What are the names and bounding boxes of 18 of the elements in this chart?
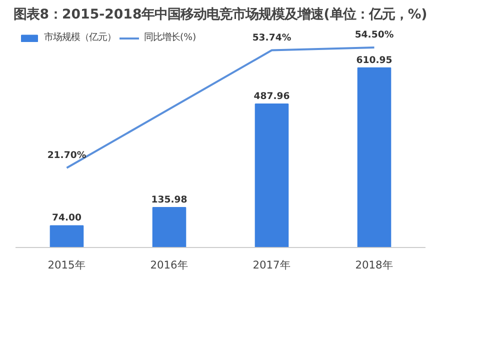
data-label: 54.50% — [354, 30, 394, 40]
data-label: 487.96 — [254, 91, 290, 102]
legend-label: 同比增长(%) — [144, 31, 196, 44]
bar — [357, 67, 392, 248]
bar — [50, 225, 84, 248]
data-label: 74.00 — [52, 212, 82, 224]
data-label: 610.95 — [356, 54, 392, 66]
x-tick-label: 2017年 — [252, 258, 291, 272]
data-label: 135.98 — [151, 194, 188, 206]
x-tick-label: 2016年 — [150, 258, 188, 272]
data-label: 53.74% — [252, 32, 292, 44]
x-tick-label: 2015年 — [48, 258, 86, 272]
chart-title: 图表8：2015-2018年中国移动电竞市场规模及增速(单位：亿元，%) — [14, 6, 428, 22]
x-tick-label: 2018年 — [355, 258, 394, 272]
bar — [254, 104, 289, 248]
legend-label: 市场规模（亿元） — [44, 31, 116, 44]
data-label: 21.70% — [47, 150, 87, 161]
bar — [152, 207, 186, 248]
